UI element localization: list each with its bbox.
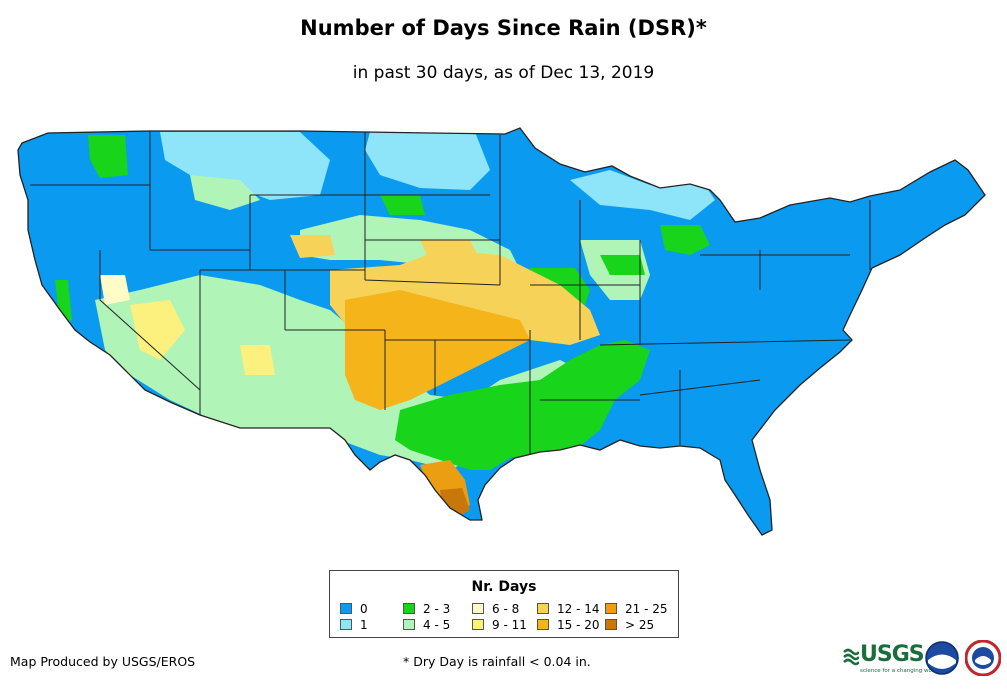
legend-swatch xyxy=(605,603,617,614)
usgs-tagline: science for a changing world xyxy=(860,668,940,674)
legend-label: 6 - 8 xyxy=(492,602,520,616)
legend-swatch xyxy=(537,619,549,630)
map-title: Number of Days Since Rain (DSR)* xyxy=(300,16,707,40)
legend-swatch xyxy=(537,603,549,614)
credit-text: Map Produced by USGS/EROS xyxy=(10,654,196,669)
legend-label: 0 xyxy=(360,602,368,616)
us-precipitation-map xyxy=(17,127,986,536)
noaa-logo-icon xyxy=(925,641,959,675)
legend-label: 9 - 11 xyxy=(492,618,527,632)
legend-title: Nr. Days xyxy=(471,579,537,595)
legend-label: > 25 xyxy=(625,618,655,632)
legend-swatch xyxy=(472,619,484,630)
legend-swatch xyxy=(340,603,352,614)
legend-swatch xyxy=(605,619,617,630)
legend-label: 12 - 14 xyxy=(557,602,600,616)
legend-swatch xyxy=(403,619,415,630)
legend: Nr. Days 0 1 2 - 3 4 - 5 6 - 8 9 - 11 12… xyxy=(329,570,679,638)
footnote-text: * Dry Day is rainfall < 0.04 in. xyxy=(403,654,591,669)
legend-label: 2 - 3 xyxy=(423,602,451,616)
legend-label: 21 - 25 xyxy=(625,602,668,616)
legend-swatch xyxy=(472,603,484,614)
legend-label: 15 - 20 xyxy=(557,618,600,632)
legend-label: 4 - 5 xyxy=(423,618,451,632)
legend-label: 1 xyxy=(360,618,368,632)
nws-logo-icon xyxy=(965,640,1001,676)
usgs-logo: USGS xyxy=(860,642,925,667)
usgs-wave-icon xyxy=(843,648,859,666)
agency-logos: USGS science for a changing world xyxy=(843,640,1003,680)
legend-swatch xyxy=(340,619,352,630)
map-subtitle: in past 30 days, as of Dec 13, 2019 xyxy=(352,63,655,83)
legend-swatch xyxy=(403,603,415,614)
